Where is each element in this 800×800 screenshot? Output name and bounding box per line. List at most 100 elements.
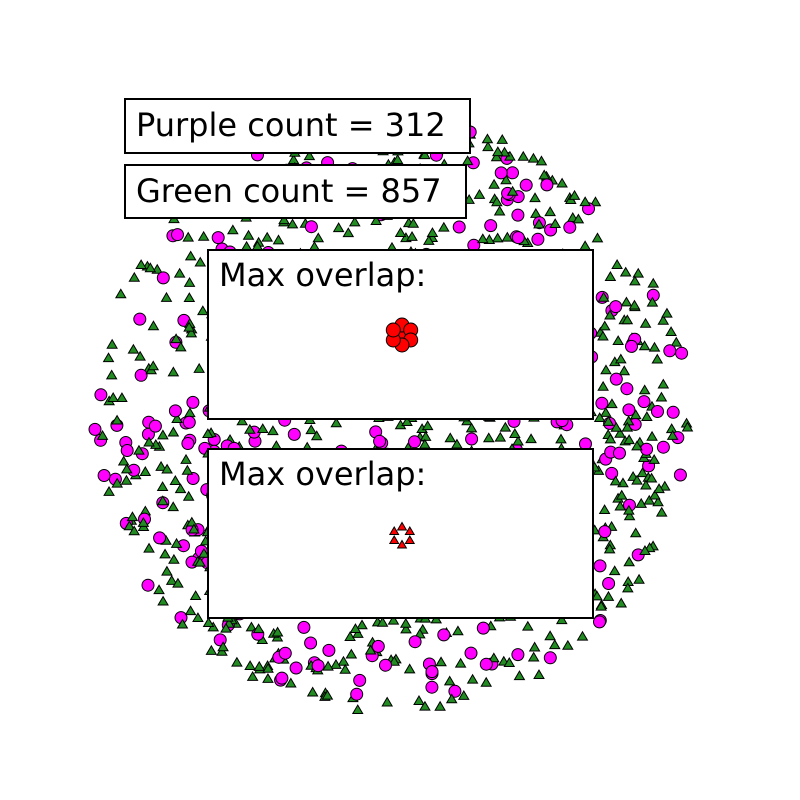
green-point: [351, 704, 364, 715]
green-point: [572, 213, 585, 224]
purple-point: [602, 577, 616, 590]
green-point: [602, 415, 615, 426]
green-point: [159, 548, 171, 559]
green-point: [184, 250, 197, 261]
green-point: [388, 655, 401, 666]
green-point: [244, 660, 256, 671]
green-point: [517, 150, 530, 161]
purple-point: [651, 405, 664, 418]
green-point: [310, 430, 323, 441]
purple-point: [613, 446, 626, 460]
green-point: [321, 689, 334, 700]
green-point: [286, 218, 299, 229]
green-point: [197, 230, 210, 241]
green-point: [501, 231, 514, 242]
purple-count-box: Purple count = 312: [124, 98, 471, 154]
purple-point: [425, 680, 439, 694]
purple-point: [511, 208, 525, 222]
purple-point: [531, 232, 545, 246]
purple-point: [148, 419, 162, 433]
green-point: [169, 475, 182, 485]
overlap-triangles-cluster: [388, 521, 416, 549]
green-point: [623, 434, 635, 445]
green-point: [521, 620, 534, 631]
green-point: [330, 417, 343, 428]
purple-point: [437, 628, 451, 642]
green-point: [457, 689, 470, 700]
green-point: [597, 380, 609, 391]
overlap-triangle: [396, 521, 408, 531]
green-point: [303, 150, 316, 161]
purple-point: [408, 635, 422, 649]
green-point: [192, 612, 204, 623]
purple-point: [609, 372, 623, 386]
green-point: [481, 133, 494, 144]
green-point: [434, 700, 446, 711]
purple-point: [120, 444, 134, 457]
green-point: [604, 309, 616, 320]
purple-point: [609, 300, 623, 314]
green-point: [631, 440, 643, 451]
purple-point: [465, 432, 479, 446]
green-point: [619, 266, 632, 277]
overlap-triangle: [388, 535, 400, 545]
green-point: [641, 411, 653, 421]
green-point: [623, 504, 635, 515]
purple-point: [133, 312, 147, 326]
green-point: [512, 435, 524, 446]
green-point: [555, 614, 568, 625]
green-point: [461, 155, 474, 166]
green-point: [349, 623, 362, 634]
green-point: [562, 639, 574, 650]
green-point: [342, 227, 355, 238]
green-point: [621, 421, 634, 432]
green-point: [147, 360, 160, 371]
purple-point: [311, 659, 325, 673]
green-point: [632, 267, 645, 278]
green-point: [156, 495, 169, 506]
green-point: [107, 392, 119, 402]
purple-point: [425, 665, 439, 679]
purple-point: [637, 395, 651, 409]
green-point: [135, 259, 147, 270]
green-point: [649, 489, 661, 500]
green-point: [184, 605, 197, 616]
green-point: [604, 433, 617, 444]
green-point: [352, 628, 364, 638]
green-point: [127, 343, 140, 354]
purple-point: [625, 339, 638, 353]
overlap-triangle: [404, 526, 416, 536]
green-point: [134, 350, 146, 361]
purple-point: [353, 673, 367, 687]
green-point: [278, 214, 290, 225]
green-point: [339, 663, 352, 674]
green-point: [182, 231, 195, 242]
green-point: [157, 429, 169, 440]
green-point: [527, 152, 540, 163]
green-point: [322, 660, 334, 671]
green-point: [639, 317, 652, 328]
green-point: [629, 275, 641, 286]
purple-point: [673, 468, 687, 482]
green-point: [595, 600, 607, 611]
green-point: [262, 672, 274, 683]
green-point: [576, 630, 589, 641]
green-point: [646, 296, 659, 307]
green-point: [492, 146, 504, 157]
green-point: [488, 178, 500, 189]
green-point: [657, 314, 670, 325]
green-point: [220, 622, 232, 633]
green-point: [602, 590, 615, 601]
purple-point: [297, 620, 311, 634]
green-point: [419, 700, 431, 711]
green-point: [364, 644, 377, 655]
green-point: [528, 641, 541, 652]
green-point: [620, 296, 633, 307]
green-point: [645, 472, 658, 483]
green-point: [621, 582, 634, 593]
green-point: [185, 327, 198, 338]
purple-point: [595, 396, 609, 410]
green-point: [171, 413, 183, 423]
green-point: [648, 453, 660, 464]
overlap-triangle: [388, 526, 400, 536]
